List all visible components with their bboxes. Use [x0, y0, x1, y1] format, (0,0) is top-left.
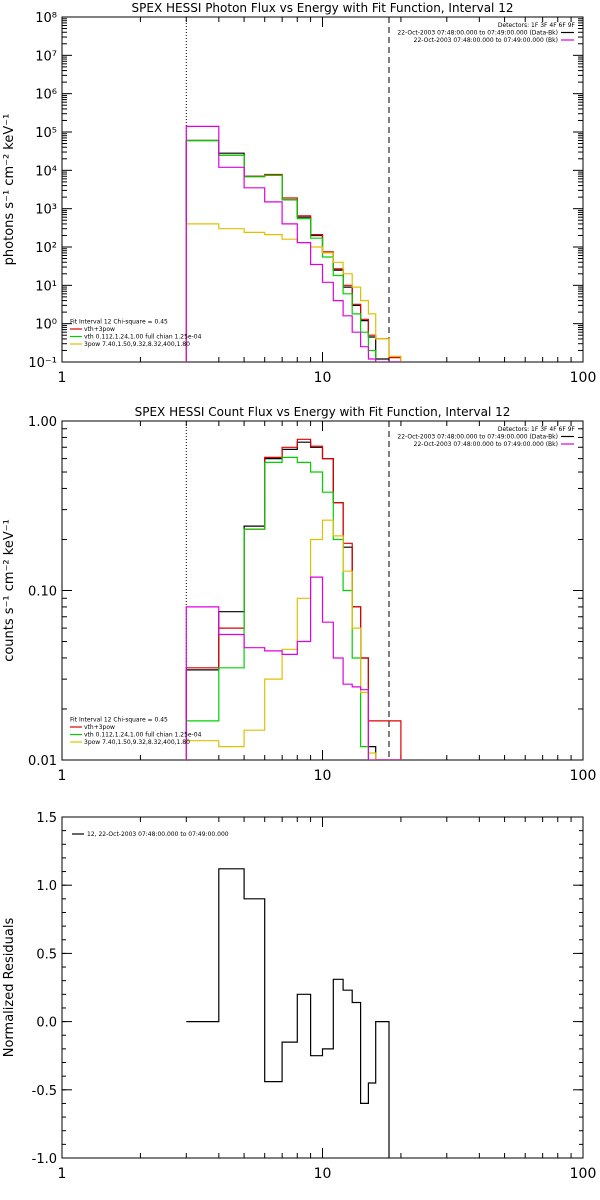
y-tick-label: 10⁵	[35, 126, 57, 141]
legend-entry: 3pow 7.40,1.50,9.32,8.32,400,1.80	[84, 341, 190, 348]
y-tick-label: 10⁻¹	[28, 356, 57, 371]
legend-entry: 22-Oct-2003 07:48:00.000 to 07:49:00.000…	[414, 37, 558, 44]
legend-entry: 3pow 7.40,1.50,9.32,8.32,400,1.80	[84, 739, 190, 746]
y-tick-label: 0.0	[36, 1016, 57, 1031]
y-tick-label: 1.00	[28, 415, 57, 430]
x-tick-label: 10	[314, 768, 332, 784]
legend-entry: Fit Interval 12 Chi-square = 0.45	[70, 717, 168, 724]
y-tick-label: 1.5	[36, 811, 57, 826]
y-tick-label: 10¹	[35, 279, 57, 294]
x-tick-label: 100	[570, 370, 597, 386]
chart-panel-1: SPEX HESSI Photon Flux vs Energy with Fi…	[2, 1, 596, 386]
legend-entry: vth+3pow	[84, 724, 115, 731]
x-tick-label: 100	[570, 1166, 597, 1182]
y-tick-label: -1.0	[32, 1152, 57, 1167]
chart-panel-3: 1 10 100 -1.0 -0.5 0.0 0.5 1.0 1.5 Normalized Res…	[2, 811, 596, 1182]
series-group	[185, 438, 402, 760]
y-tick-label: 1.0	[36, 879, 57, 894]
chart-title: SPEX HESSI Count Flux vs Energy with Fit…	[135, 405, 511, 419]
y-tick-label: 0.01	[28, 754, 57, 769]
y-tick-label: 10⁴	[35, 164, 57, 179]
series-line-0	[186, 868, 390, 1158]
legend-entry: 22-Oct-2003 07:48:00.000 to 07:49:00.000…	[414, 441, 558, 448]
x-tick-label: 100	[570, 768, 597, 784]
chart-panel-2: SPEX HESSI Count Flux vs Energy with Fit…	[2, 405, 596, 784]
y-tick-label: 10⁰	[35, 318, 57, 333]
x-tick-label: 10	[314, 1166, 332, 1182]
y-tick-label: 0.10	[28, 585, 57, 600]
series-line-4	[185, 576, 402, 760]
series-group	[185, 125, 402, 362]
legend-entry: Detectors: 1F 3F 4F 6F 9F	[498, 426, 576, 433]
legend-entry: Fit Interval 12 Chi-square = 0.45	[70, 319, 168, 326]
legend-entry: vth 0.112,1.24,1.00 full chian 1.25e-04	[84, 732, 202, 739]
legend-entry: 22-Oct-2003 07:48:00.000 to 07:49:00.000…	[397, 434, 558, 441]
y-axis-label: photons s⁻¹ cm⁻² keV⁻¹	[2, 114, 17, 266]
legend-entry: vth 0.112,1.24,1.00 full chian 1.25e-04	[84, 334, 202, 341]
y-axis-label: counts s⁻¹ cm⁻² keV⁻¹	[2, 519, 17, 662]
y-tick-label: 0.5	[36, 947, 57, 962]
series-line-4	[185, 125, 402, 362]
series-line-3	[185, 223, 402, 362]
legend-entry: vth+3pow	[84, 326, 115, 333]
y-tick-label: 10⁶	[35, 88, 57, 103]
x-tick-label: 1	[58, 1166, 67, 1182]
series-group	[186, 868, 390, 1158]
y-tick-label: -0.5	[32, 1084, 57, 1099]
x-tick-label: 1	[58, 370, 67, 386]
x-tick-label: 10	[314, 370, 332, 386]
legend-entry: 22-Oct-2003 07:48:00.000 to 07:49:00.000…	[397, 30, 558, 37]
legend-entry: Detectors: 1F 3F 4F 6F 9F	[498, 22, 576, 29]
y-tick-label: 10³	[35, 203, 57, 218]
y-tick-label: 10²	[35, 241, 57, 256]
chart-title: SPEX HESSI Photon Flux vs Energy with Fi…	[132, 1, 514, 15]
y-axis-label: Normalized Residuals	[2, 918, 17, 1058]
legend-entry: 12, 22-Oct-2003 07:48:00.000 to 07:49:00…	[87, 831, 229, 838]
y-tick-label: 10⁷	[35, 49, 57, 64]
x-tick-label: 1	[58, 768, 67, 784]
y-tick-label: 10⁸	[35, 11, 57, 26]
